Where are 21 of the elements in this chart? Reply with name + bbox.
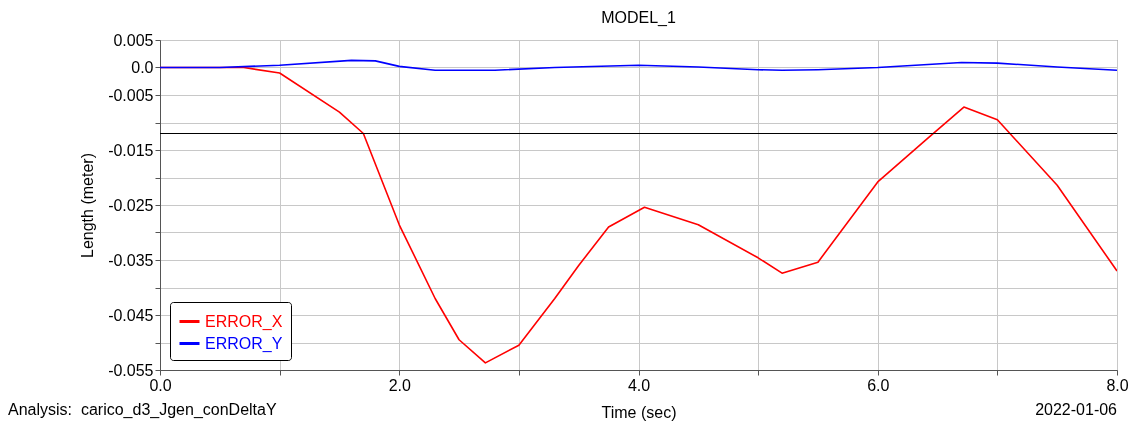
text: 2022-01-06 (1035, 401, 1117, 419)
x-axis-title: Time (sec) (601, 403, 677, 421)
x-tick-label: 4.0 (627, 376, 651, 394)
y-tick-label: -0.055 (108, 361, 154, 379)
y-tick-label: -0.025 (108, 196, 154, 214)
y-tick-label: 0.0 (131, 59, 154, 76)
line-series (160, 59, 1117, 72)
legend-label: ERROR_X (205, 312, 283, 331)
chart-title: MODEL_1 (601, 9, 676, 27)
y-tick-label: -0.045 (108, 306, 154, 324)
x-tick-label: 2.0 (388, 376, 411, 394)
y-tick-label: -0.005 (108, 86, 154, 104)
y-axis-title: Length (meter) (79, 153, 97, 258)
y-tick-label: -0.015 (108, 141, 154, 159)
x-tick-label: 6.0 (867, 376, 890, 394)
legend-label: ERROR_Y (205, 334, 283, 353)
x-tick-label: 0.0 (149, 376, 172, 394)
y-tick-label: 0.005 (113, 31, 154, 49)
y-tick-label: -0.035 (108, 251, 154, 269)
x-tick-label: 8.0 (1106, 376, 1129, 394)
text: Analysis: carico_d3_Jgen_conDeltaY (8, 401, 277, 419)
